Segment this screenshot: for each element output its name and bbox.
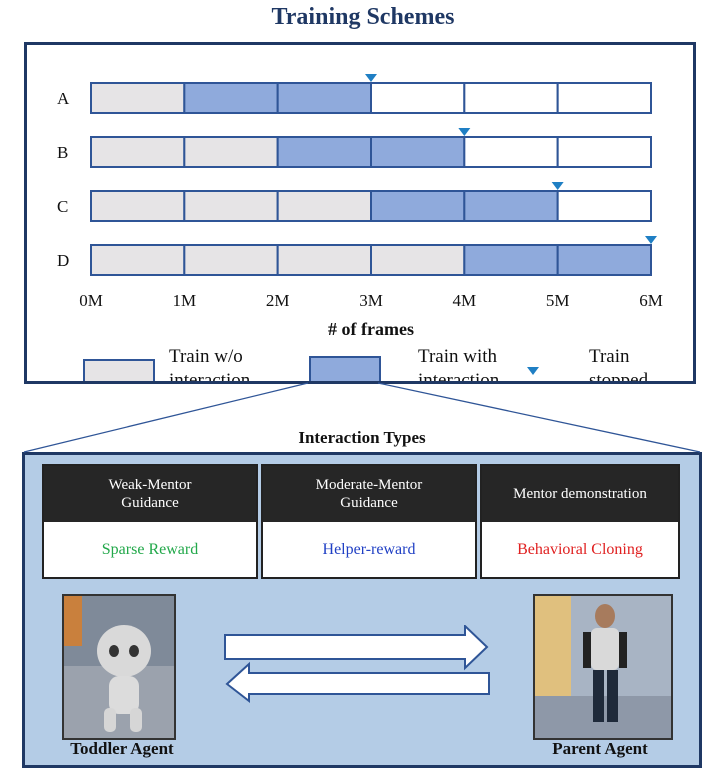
- toddler-agent-image: [62, 594, 176, 740]
- segment-a-2: [276, 82, 373, 114]
- x-tick-3m: 3M: [359, 291, 383, 310]
- x-tick-0m: 0M: [79, 291, 103, 310]
- segment-c-4: [463, 190, 559, 222]
- segment-b-4: [463, 136, 559, 168]
- segment-b-0: [90, 136, 186, 168]
- interaction-card-header: Weak-Mentor Guidance: [44, 466, 256, 522]
- segment-b-3: [370, 136, 466, 168]
- segment-d-5: [556, 244, 653, 276]
- right-arrow-icon: [224, 625, 489, 671]
- segment-b-1: [183, 136, 279, 168]
- segment-c-5: [556, 190, 653, 222]
- legend-label-stopped: Train stopped: [589, 346, 649, 381]
- x-tick-5m: 5M: [546, 291, 570, 310]
- interaction-card-body: Helper-reward: [322, 540, 416, 558]
- stopped-marker-c: [551, 182, 564, 190]
- segment-d-4: [463, 244, 559, 276]
- legend-stopped-icon: [527, 367, 539, 375]
- stopped-marker-b: [458, 128, 471, 136]
- stopped-marker-d: [645, 236, 657, 244]
- interaction-card-header: Mentor demonstration: [482, 466, 678, 522]
- segment-d-1: [183, 244, 279, 276]
- row-label-b: B: [57, 143, 68, 162]
- interaction-card-body: Sparse Reward: [101, 540, 199, 558]
- segment-d-0: [90, 244, 186, 276]
- parent-agent-label: Parent Agent: [552, 739, 648, 758]
- segment-d-3: [370, 244, 466, 276]
- segment-c-2: [276, 190, 373, 222]
- row-label-d: D: [57, 251, 69, 270]
- interaction-types-title: Interaction Types: [298, 428, 426, 447]
- legend-swatch-with: [309, 356, 381, 381]
- row-label-a: A: [57, 89, 70, 108]
- segment-b-5: [556, 136, 653, 168]
- stopped-marker-a: [365, 74, 377, 82]
- legend-label-without: Train w/o interaction: [169, 346, 251, 381]
- x-axis-label: # of frames: [328, 319, 414, 339]
- parent-icon: [535, 596, 671, 738]
- segment-a-4: [463, 82, 559, 114]
- segment-c-1: [183, 190, 279, 222]
- toddler-icon: [64, 596, 174, 738]
- segment-a-5: [556, 82, 653, 114]
- interaction-card-body: Behavioral Cloning: [517, 540, 643, 558]
- interaction-card-1: Weak-Mentor Guidance Sparse Reward: [42, 464, 258, 579]
- segment-a-3: [370, 82, 466, 114]
- page-title: Training Schemes: [271, 4, 455, 30]
- segment-c-3: [370, 190, 466, 222]
- segment-d-2: [276, 244, 373, 276]
- legend-swatch-without: [83, 359, 155, 381]
- training-schemes-panel: A B C D 0M 1M 2M 3M 4M 5M 6M # of frames Train w/o in…: [24, 42, 696, 384]
- interaction-card-2: Moderate-Mentor Guidance Helper-reward: [261, 464, 477, 579]
- parent-agent-image: [533, 594, 673, 740]
- row-label-c: C: [57, 197, 68, 216]
- x-tick-6m: 6M: [639, 291, 663, 310]
- segment-b-2: [276, 136, 373, 168]
- segment-c-0: [90, 190, 186, 222]
- legend-label-with: Train with interaction: [418, 346, 500, 381]
- x-tick-4m: 4M: [453, 291, 477, 310]
- interaction-card-3: Mentor demonstration Behavioral Cloning: [480, 464, 680, 579]
- interaction-card-header: Moderate-Mentor Guidance: [263, 466, 475, 522]
- training-schemes-chart: A B C D 0M 1M 2M 3M 4M 5M 6M # of frames Train w/o in…: [57, 74, 663, 381]
- x-tick-1m: 1M: [173, 291, 197, 310]
- segment-a-0: [90, 82, 186, 114]
- toddler-agent-label: Toddler Agent: [70, 739, 174, 758]
- segment-a-1: [183, 82, 279, 114]
- x-tick-2m: 2M: [266, 291, 290, 310]
- zoom-connector: [23, 382, 701, 453]
- interaction-arrows: [224, 625, 490, 704]
- interaction-types-panel: Interaction Types Weak-Mentor Guidance Sp…: [22, 428, 702, 768]
- left-arrow-icon: [225, 661, 490, 704]
